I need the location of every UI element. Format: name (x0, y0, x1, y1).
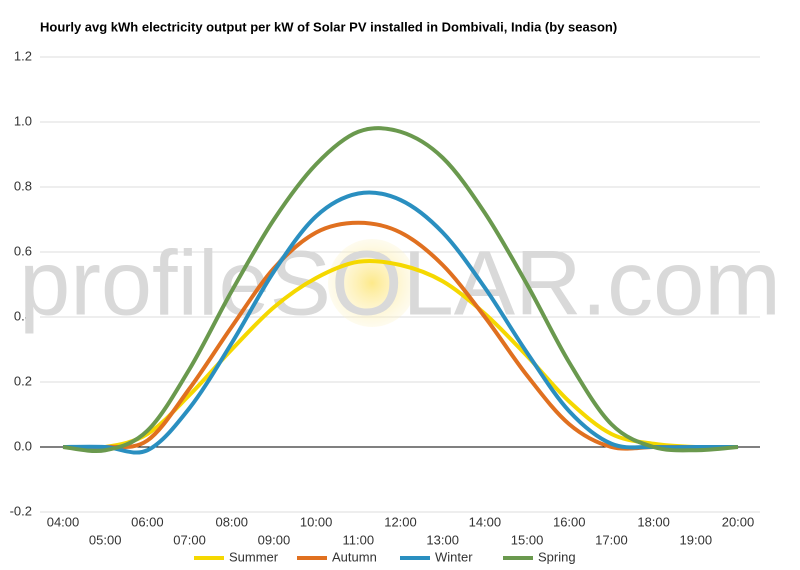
y-tick-label: 0.2 (14, 373, 32, 388)
legend-label: Autumn (332, 549, 377, 564)
x-tick-label: 19:00 (680, 532, 713, 547)
x-tick-label: 20:00 (722, 514, 755, 529)
series-line (62, 220, 738, 451)
x-tick-label: 06:00 (131, 514, 164, 529)
x-tick-label: 10:00 (300, 514, 333, 529)
legend-label: Spring (538, 549, 576, 564)
chart-title: Hourly avg kWh electricity output per kW… (40, 19, 617, 34)
y-tick-label: 0.6 (14, 243, 32, 258)
y-tick-label: 1.2 (14, 48, 32, 63)
x-tick-label: 07:00 (173, 532, 206, 547)
series-line (62, 126, 739, 453)
x-tick-label: 13:00 (426, 532, 459, 547)
legend-label: Summer (229, 549, 279, 564)
x-tick-label: 15:00 (511, 532, 544, 547)
series-line (62, 190, 738, 455)
lines (62, 126, 739, 455)
x-tick-label: 18:00 (637, 514, 670, 529)
x-tick-label: 04:00 (47, 514, 80, 529)
x-tick-label: 16:00 (553, 514, 586, 529)
x-tick-label: 17:00 (595, 532, 628, 547)
y-tick-label: 0.0 (14, 438, 32, 453)
x-tick-label: 08:00 (215, 514, 248, 529)
y-tick-label: 1.0 (14, 113, 32, 128)
legend: Summer Autumn Winter Spring (194, 549, 576, 564)
y-tick-label: 0.4 (14, 308, 32, 323)
legend-label: Winter (435, 549, 473, 564)
x-tick-label: 11:00 (343, 532, 375, 547)
x-tick-label: 14:00 (469, 514, 502, 529)
x-tick-label: 12:00 (384, 514, 417, 529)
x-tick-label: 09:00 (258, 532, 291, 547)
watermark-sun (328, 239, 416, 327)
x-tick-label: 05:00 (89, 532, 122, 547)
watermark: profileSOLAR.com (19, 232, 781, 334)
y-tick-label: 0.8 (14, 178, 32, 193)
y-tick-label: -0.2 (10, 503, 32, 518)
